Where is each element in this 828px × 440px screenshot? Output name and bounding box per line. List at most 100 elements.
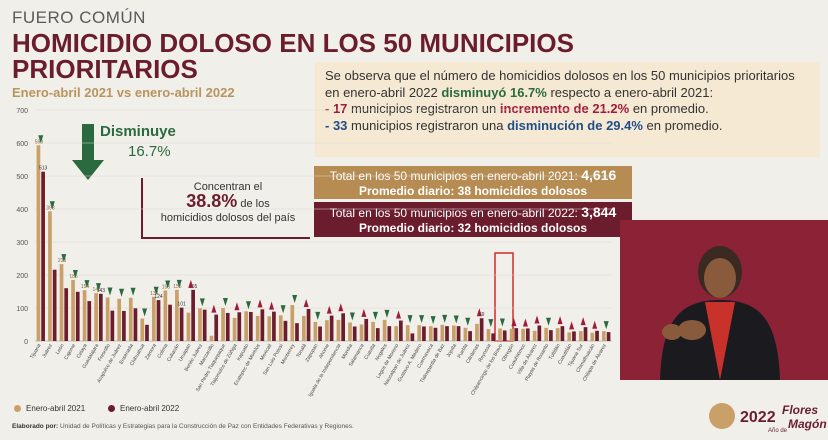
bar-2022	[248, 311, 253, 341]
bar-2021	[394, 326, 399, 341]
bar-2021	[498, 328, 502, 341]
change-arrow-icon	[465, 317, 471, 326]
x-tick-label: Tijuana	[29, 343, 42, 360]
bar-2021	[544, 327, 549, 341]
note-line3-end: en promedio.	[642, 117, 723, 133]
bar-2022	[445, 326, 449, 341]
concentran-line1: Concentran el	[193, 181, 263, 193]
legend-2021: Enero-abril 2021	[14, 404, 85, 413]
value-label-2022: 143	[97, 288, 106, 294]
total-2021-value: 4,616	[581, 167, 617, 183]
bar-2022	[98, 293, 103, 341]
change-arrow-icon	[580, 317, 586, 326]
value-label-2022: 513	[39, 166, 48, 172]
bar-2022	[272, 311, 276, 341]
brand-text: Flores	[782, 403, 818, 417]
change-arrow-icon	[476, 308, 482, 317]
interpreter-figure	[620, 220, 828, 380]
bar-2022	[202, 309, 207, 341]
bar-2022	[525, 328, 530, 341]
bar-2021	[405, 325, 410, 341]
footer-label: Elaborado por:	[12, 423, 59, 430]
total-2022-avg: Promedio diario: 32 homicidios dolosos	[358, 221, 588, 235]
brand-sub: Año de	[768, 428, 788, 434]
change-arrow-icon	[419, 315, 425, 324]
change-arrow-icon	[49, 201, 55, 210]
bar-2021	[255, 315, 260, 341]
change-arrow-icon	[338, 303, 344, 312]
bar-2021	[521, 328, 525, 341]
note-line1: Se observa que el número de homicidios d…	[325, 68, 795, 100]
footer-credit: Elaborado por: Unidad de Políticas y Est…	[12, 423, 354, 430]
bar-2021	[198, 308, 202, 341]
note-decrease: disminuyó 16.7%	[441, 84, 547, 100]
bar-2022	[606, 332, 611, 341]
y-tick-label: 200	[16, 273, 28, 280]
bar-2021	[301, 315, 306, 341]
concentran-pct: 38.8%	[186, 191, 238, 211]
bar-2022	[260, 309, 265, 341]
change-arrow-icon	[165, 280, 171, 289]
x-tick-label: Juárez	[41, 343, 54, 359]
change-arrow-icon	[222, 298, 228, 306]
bar-2021	[209, 335, 214, 341]
bar-2021	[94, 293, 98, 341]
note-decrease-count: - 33	[325, 117, 348, 133]
change-arrow-icon	[119, 288, 125, 297]
bar-2021	[336, 319, 341, 341]
change-arrow-icon	[303, 298, 309, 307]
bar-2021	[486, 329, 491, 341]
bar-2022	[283, 320, 288, 341]
bar-2021	[567, 332, 572, 341]
change-arrow-icon	[407, 315, 413, 324]
change-arrow-icon	[153, 286, 159, 295]
bar-2021	[175, 289, 179, 341]
bar-2021	[59, 264, 64, 341]
bar-2022	[399, 320, 403, 341]
change-arrow-icon	[211, 304, 217, 313]
change-arrow-icon	[199, 298, 205, 307]
x-tick-label: Cajeme	[63, 343, 77, 361]
bar-2022	[122, 310, 126, 341]
change-arrow-icon	[84, 280, 90, 289]
change-arrow-icon	[453, 315, 459, 324]
legend-2022: Enero-abril 2022	[108, 404, 179, 413]
bar-2022	[387, 326, 392, 341]
decrease-callout-label: Disminuye	[100, 123, 176, 140]
change-arrow-icon	[280, 305, 286, 314]
bar-2021	[82, 290, 87, 341]
change-arrow-icon	[142, 308, 148, 317]
bar-2021	[244, 311, 248, 341]
bar-2021	[140, 318, 145, 341]
bar-2021	[163, 290, 168, 341]
bar-2022	[41, 171, 45, 341]
change-arrow-icon	[372, 311, 378, 320]
change-arrow-icon	[534, 315, 540, 324]
bar-2022	[318, 326, 322, 341]
bar-2021	[555, 328, 560, 341]
value-label-2021: 155	[173, 284, 182, 290]
summary-note: Se observa que el número de homicidios d…	[315, 62, 820, 157]
bar-2022	[375, 328, 380, 341]
section-label: FUERO COMÚN	[12, 8, 146, 27]
bar-2021	[267, 316, 272, 341]
note-line2: municipios registraron un	[347, 101, 500, 116]
bar-2022	[87, 301, 92, 341]
bar-2022	[329, 315, 334, 341]
change-arrow-icon	[384, 309, 390, 318]
bar-2022	[341, 313, 346, 341]
bar-2022	[133, 308, 138, 341]
note-line3: municipios registraron una	[347, 117, 508, 133]
footer-text: Unidad de Políticas y Estrategias para l…	[58, 423, 354, 430]
y-tick-label: 400	[16, 207, 28, 214]
change-arrow-icon	[61, 254, 67, 263]
bar-2021	[290, 305, 295, 341]
change-arrow-icon	[442, 314, 448, 323]
bar-2022	[145, 324, 149, 341]
y-tick-label: 700	[16, 108, 28, 115]
bar-2022	[168, 304, 172, 341]
concentran-line2: de los	[237, 198, 270, 210]
bar-2022	[479, 318, 484, 341]
legend-2022-swatch	[108, 405, 115, 413]
